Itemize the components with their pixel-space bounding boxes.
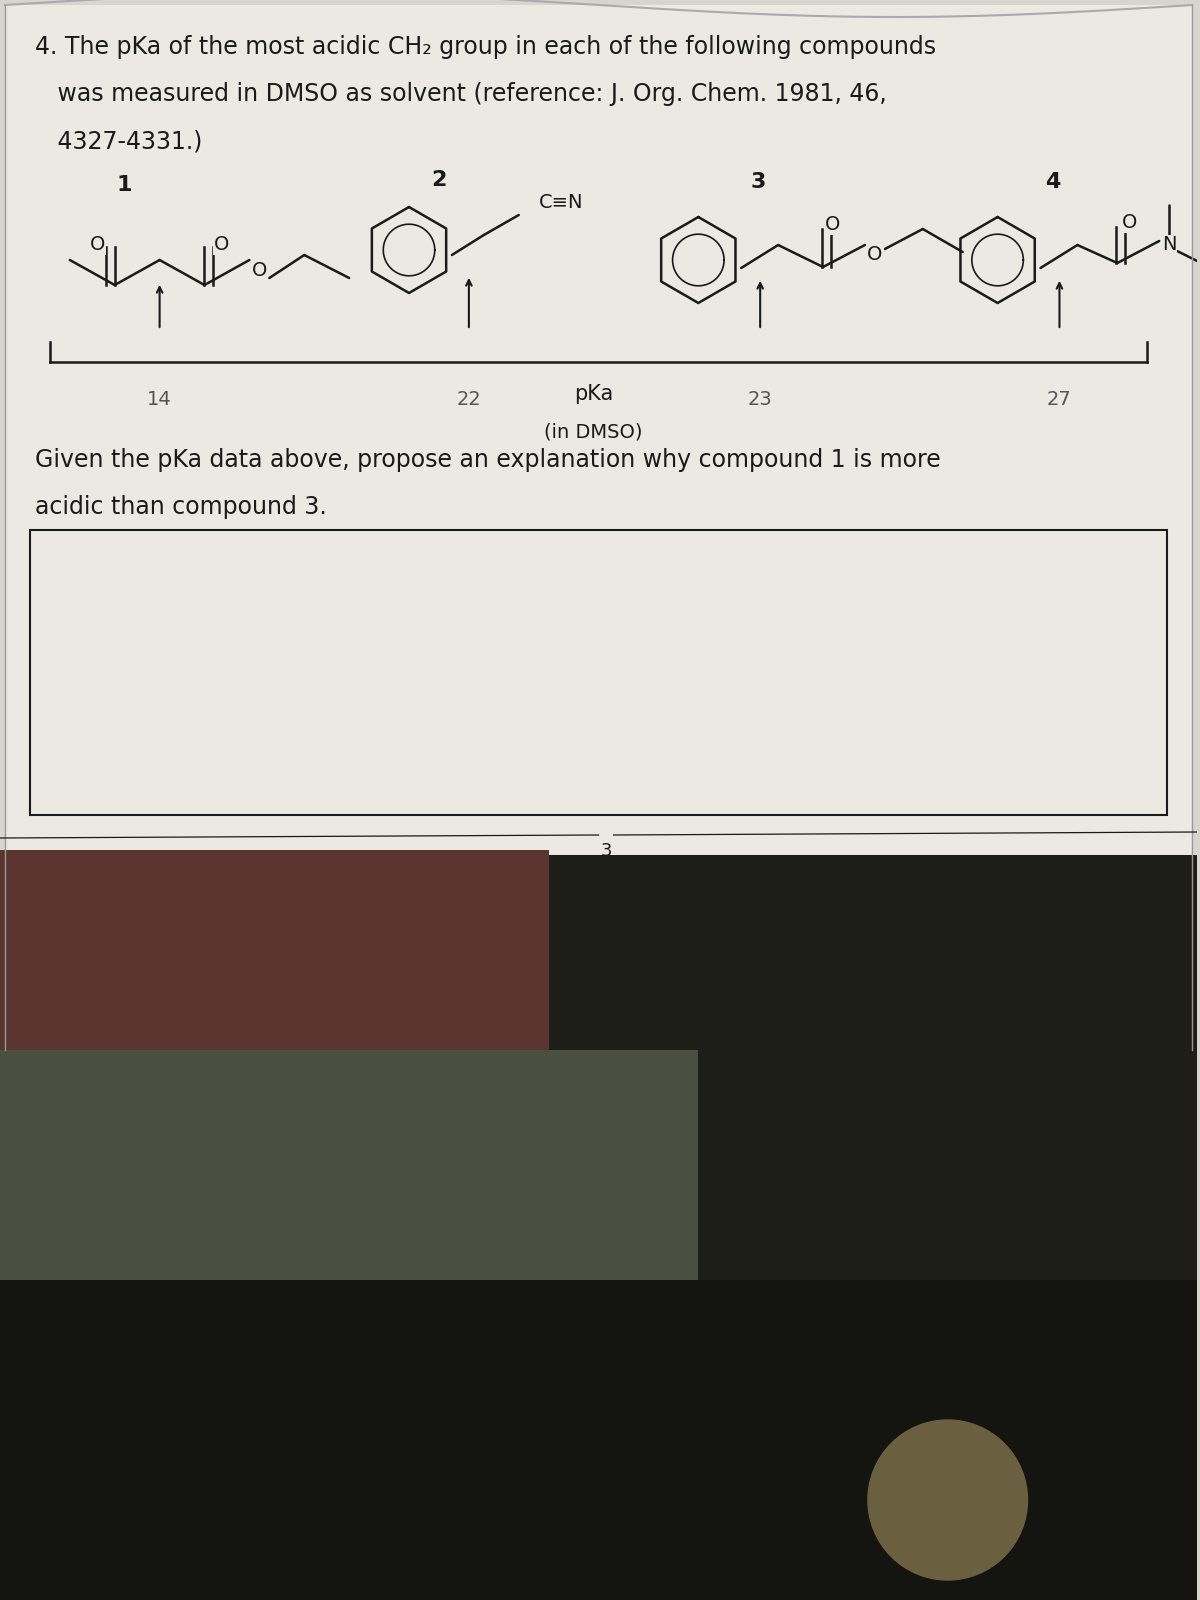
FancyBboxPatch shape [5, 5, 1192, 1050]
Text: 2: 2 [431, 170, 446, 190]
FancyBboxPatch shape [0, 854, 1198, 1600]
Text: 4. The pKa of the most acidic CH₂ group in each of the following compounds: 4. The pKa of the most acidic CH₂ group … [35, 35, 936, 59]
FancyBboxPatch shape [0, 1050, 698, 1299]
FancyBboxPatch shape [0, 1280, 1198, 1600]
Text: 1: 1 [116, 174, 132, 195]
Text: (in DMSO): (in DMSO) [545, 422, 643, 442]
Text: C≡N: C≡N [539, 192, 583, 211]
FancyBboxPatch shape [0, 850, 548, 1150]
Text: 3: 3 [750, 171, 766, 192]
Circle shape [868, 1421, 1027, 1581]
Text: O: O [868, 245, 882, 264]
Text: 4: 4 [1045, 171, 1060, 192]
Text: O: O [1122, 213, 1136, 232]
Text: 4327-4331.): 4327-4331.) [35, 130, 203, 154]
Text: 23: 23 [748, 390, 773, 410]
Text: O: O [252, 261, 268, 280]
Text: acidic than compound 3.: acidic than compound 3. [35, 494, 326, 518]
Text: O: O [90, 235, 106, 254]
Text: 22: 22 [456, 390, 481, 410]
Text: O: O [826, 216, 841, 235]
Text: 14: 14 [148, 390, 172, 410]
Text: N: N [1162, 235, 1176, 254]
Text: O: O [214, 235, 229, 254]
Text: 3: 3 [601, 842, 612, 861]
Text: pKa: pKa [574, 384, 613, 403]
Text: was measured in DMSO as solvent (reference: J. Org. Chem. 1981, 46,: was measured in DMSO as solvent (referen… [35, 82, 887, 106]
Text: 27: 27 [1048, 390, 1072, 410]
Text: Given the pKa data above, propose an explanation why compound 1 is more: Given the pKa data above, propose an exp… [35, 448, 941, 472]
